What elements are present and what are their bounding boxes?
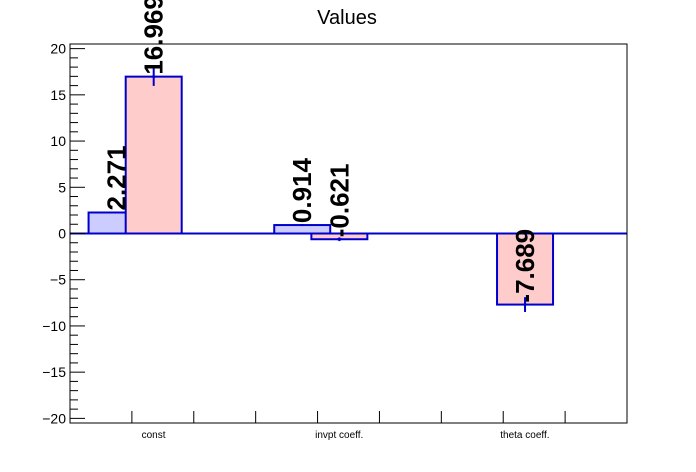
- error-bars-layer: [114, 67, 528, 312]
- x-category-label: const: [142, 430, 166, 441]
- axes-layer: −20 −15 −10 −5 0 5 10 15 20 const invpt coeff. thet…: [42, 41, 628, 441]
- data-label: -7.689: [510, 229, 540, 303]
- y-tick-label: 5: [58, 179, 66, 195]
- bar-const-s2: [124, 75, 183, 235]
- chart-title: Values: [317, 7, 377, 29]
- y-tick-label: −5: [50, 272, 66, 288]
- y-tick-label: −10: [42, 318, 66, 334]
- data-label: 0.914: [287, 157, 317, 223]
- data-labels-layer: 2.271 0.914 16.969 -0.621 -7.689: [102, 0, 540, 303]
- bar-invpt-coeff--s1: [273, 224, 332, 235]
- data-label: 16.969: [139, 0, 169, 75]
- y-tick-label: −20: [42, 410, 66, 426]
- data-label: 2.271: [102, 145, 132, 210]
- bars-layer: [87, 75, 555, 306]
- y-tick-label: −15: [42, 364, 66, 380]
- data-label: -0.621: [324, 164, 354, 238]
- x-category-label: invpt coeff.: [315, 430, 363, 441]
- y-tick-label: 15: [50, 87, 66, 103]
- x-category-label: theta coeff.: [500, 430, 549, 441]
- y-tick-label: 0: [58, 226, 66, 242]
- y-tick-label: 10: [50, 133, 66, 149]
- y-tick-label: 20: [50, 41, 66, 57]
